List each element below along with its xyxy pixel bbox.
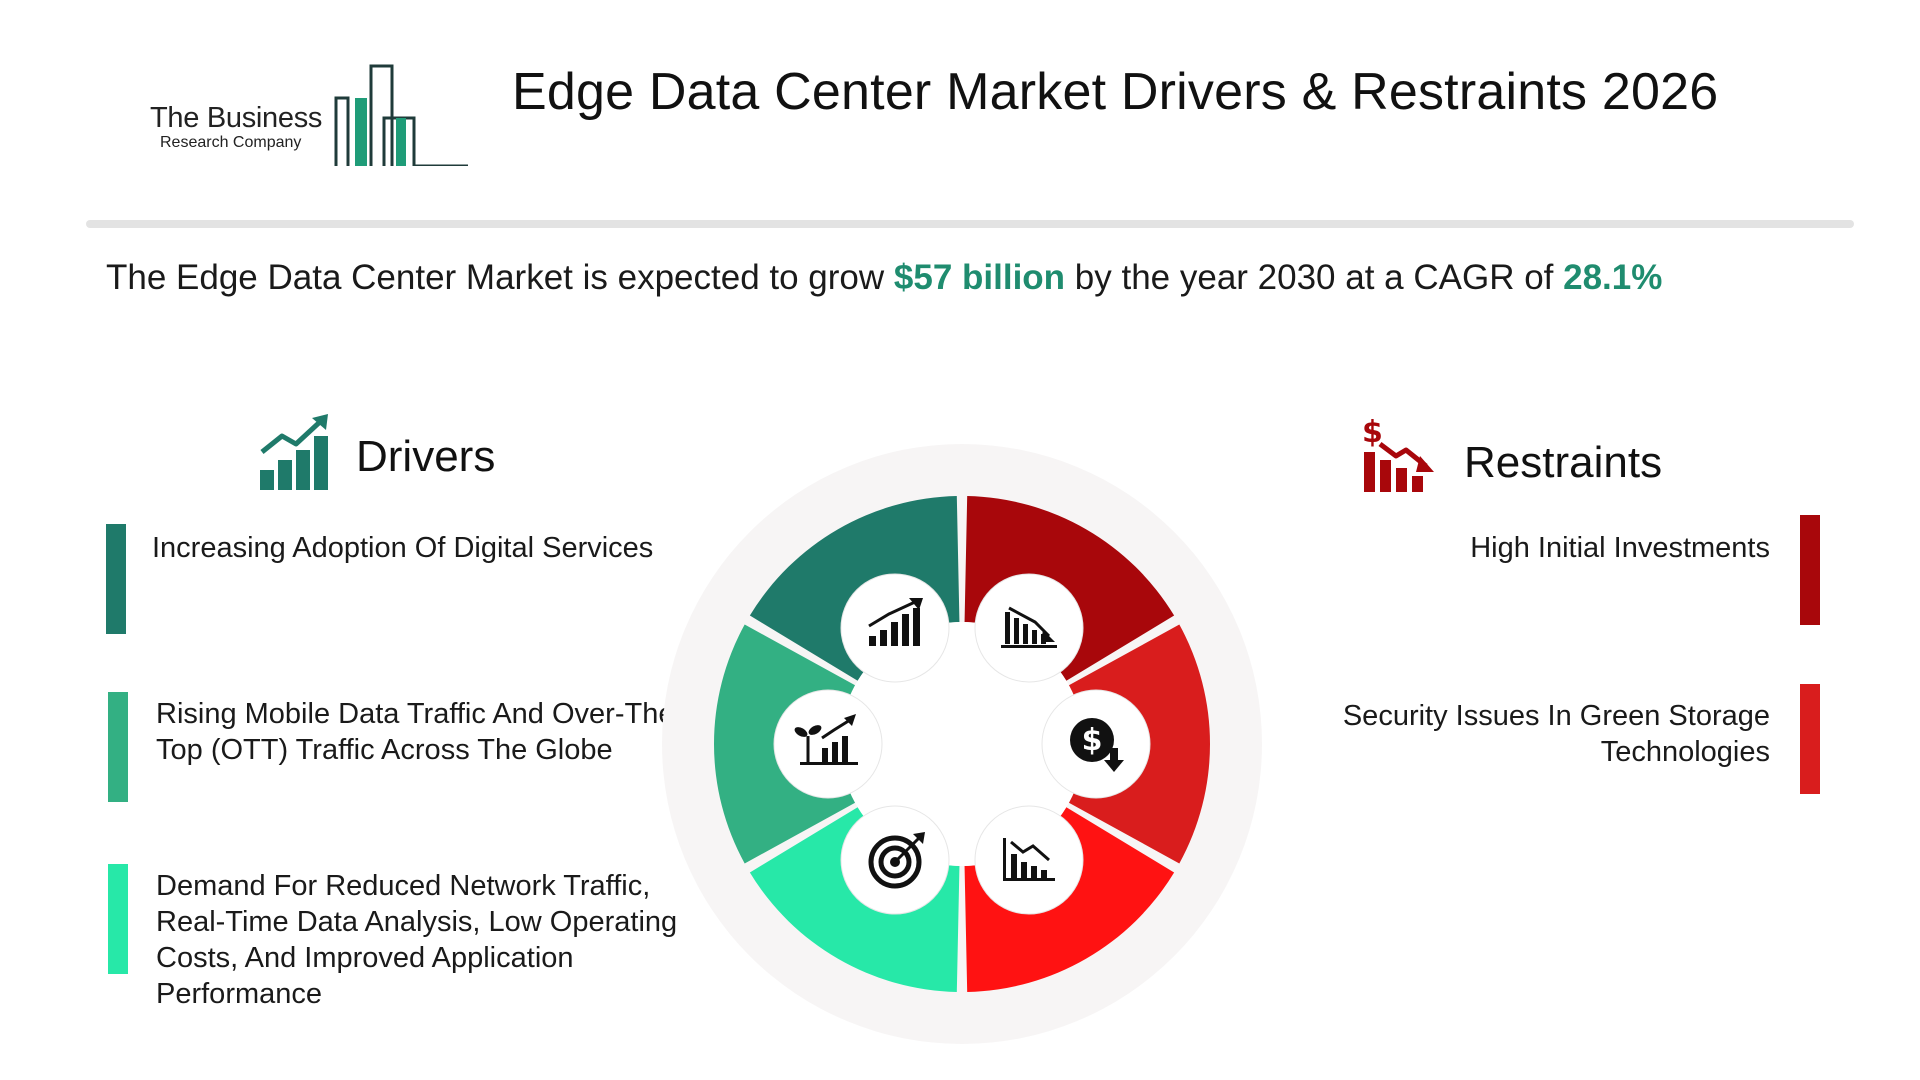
driver-2-bar	[108, 692, 128, 802]
summary-prefix: The Edge Data Center Market is expected …	[106, 258, 894, 297]
plant-growth-chart-icon	[794, 714, 858, 765]
logo-text-primary: The Business	[150, 102, 323, 134]
rising-bar-chart-icon	[868, 598, 923, 646]
icon-circle-top-right	[974, 573, 1084, 683]
driver-3-text: Demand For Reduced Network Traffic, Real…	[156, 870, 678, 1010]
restraint-1-text: High Initial Investments	[1470, 532, 1770, 564]
svg-text:$: $	[1362, 416, 1383, 450]
dollar-down-icon: $	[1070, 718, 1124, 772]
declining-line-chart-icon	[1003, 838, 1055, 881]
market-value: $57 billion	[893, 258, 1066, 297]
cagr-value: 28.1%	[1563, 258, 1663, 297]
wheel-hub	[840, 622, 1084, 866]
driver-3-bar	[108, 864, 128, 974]
target-icon	[868, 832, 925, 889]
svg-text:$: $	[1082, 723, 1103, 758]
declining-dollar-chart-icon: $	[1360, 415, 1436, 499]
summary-middle: by the year 2030 at a CAGR of	[1065, 258, 1564, 297]
restraint-1-bar	[1800, 515, 1820, 625]
company-logo: The Business Research Company	[148, 62, 468, 166]
declining-bar-chart-icon	[1001, 606, 1057, 648]
center-wheel: $	[662, 444, 1262, 1049]
driver-2-text: Rising Mobile Data Traffic And Over-The-…	[156, 698, 685, 766]
drivers-title: Drivers	[356, 432, 496, 481]
logo-text-secondary: Research Company	[160, 134, 302, 151]
icon-circle-left	[773, 689, 883, 799]
driver-1-text: Increasing Adoption Of Digital Services	[152, 532, 654, 564]
restraints-title: Restraints	[1464, 438, 1663, 487]
page-title: Edge Data Center Market Drivers & Restra…	[512, 63, 1719, 121]
driver-1-bar	[106, 524, 126, 634]
logo-buildings-icon	[334, 64, 468, 166]
restraint-2-bar	[1800, 684, 1820, 794]
icon-circle-bottom-right	[974, 805, 1084, 915]
restraint-2-text: Security Issues In Green Storage Technol…	[1342, 700, 1770, 768]
growth-chart-icon	[258, 414, 334, 497]
header-divider	[86, 220, 1854, 228]
market-summary: The Edge Data Center Market is expected …	[106, 258, 1662, 298]
